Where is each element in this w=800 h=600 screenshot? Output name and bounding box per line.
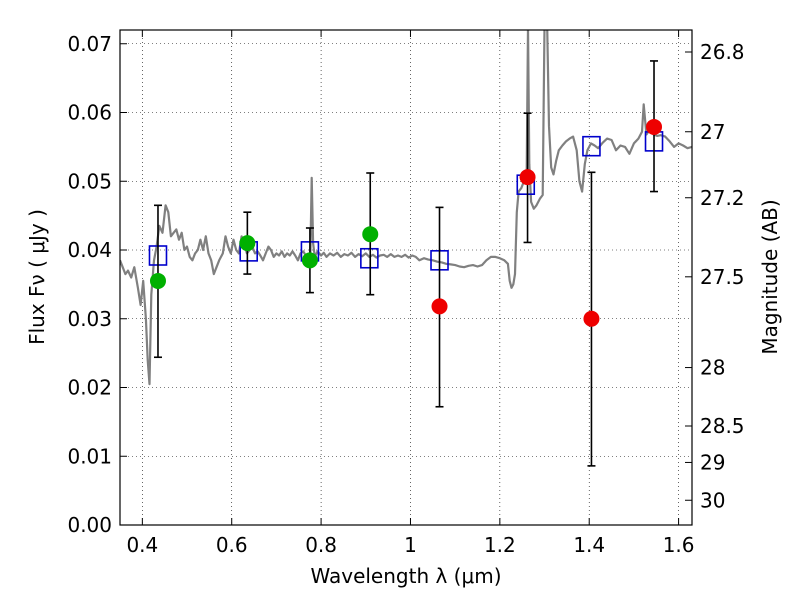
model-square-point <box>582 135 601 157</box>
red-data-point <box>519 169 536 186</box>
y2-tick-label: 27 <box>700 120 725 144</box>
y-tick-label: 0.02 <box>67 376 112 400</box>
green-data-point <box>149 272 166 289</box>
y-tick-label: 0.05 <box>67 169 112 193</box>
y-tick-label: 0.04 <box>67 238 112 262</box>
x-tick-label: 0.4 <box>126 533 158 557</box>
y-tick-label: 0.00 <box>67 513 112 537</box>
red-data-point <box>646 118 663 135</box>
y2-tick-label: 27.5 <box>700 265 745 289</box>
green-data-point <box>362 226 379 243</box>
y2-tick-label: 28.5 <box>700 414 745 438</box>
y2-tick-label: 27.2 <box>700 186 745 210</box>
x-tick-label: 0.6 <box>216 533 248 557</box>
plot-marks <box>120 30 692 467</box>
red-data-point <box>583 310 600 327</box>
y-tick-label: 0.01 <box>67 444 112 468</box>
x-tick-label: 0.8 <box>305 533 337 557</box>
y-axis-label: Flux Fν ( μJy ) <box>25 209 49 345</box>
y-tick-label: 0.06 <box>67 101 112 125</box>
axis-ticks: 0.4 0.6 0.8 1 1.2 1.4 1.6 0.00 0.01 0.02 0.03 0.04 0… <box>67 30 745 557</box>
plot-frame <box>119 29 693 526</box>
green-data-point <box>239 235 256 252</box>
x-axis-label: Wavelength λ (μm) <box>310 564 501 588</box>
y2-axis-label: Magnitude (AB) <box>758 199 782 354</box>
x-tick-label: 1 <box>404 533 417 557</box>
y-tick-label: 0.03 <box>67 307 112 331</box>
y2-tick-label: 29 <box>700 450 725 474</box>
spectrum-line <box>120 30 692 386</box>
green-data-point <box>301 252 318 269</box>
x-tick-label: 1.4 <box>573 533 605 557</box>
x-tick-label: 1.6 <box>663 533 695 557</box>
x-tick-label: 1.2 <box>484 533 516 557</box>
y2-tick-label: 26.8 <box>700 40 745 64</box>
y-tick-label: 0.07 <box>67 32 112 56</box>
y2-tick-label: 30 <box>700 488 725 512</box>
red-data-point <box>431 298 448 315</box>
model-square-point <box>360 247 379 269</box>
y2-tick-label: 28 <box>700 356 725 380</box>
